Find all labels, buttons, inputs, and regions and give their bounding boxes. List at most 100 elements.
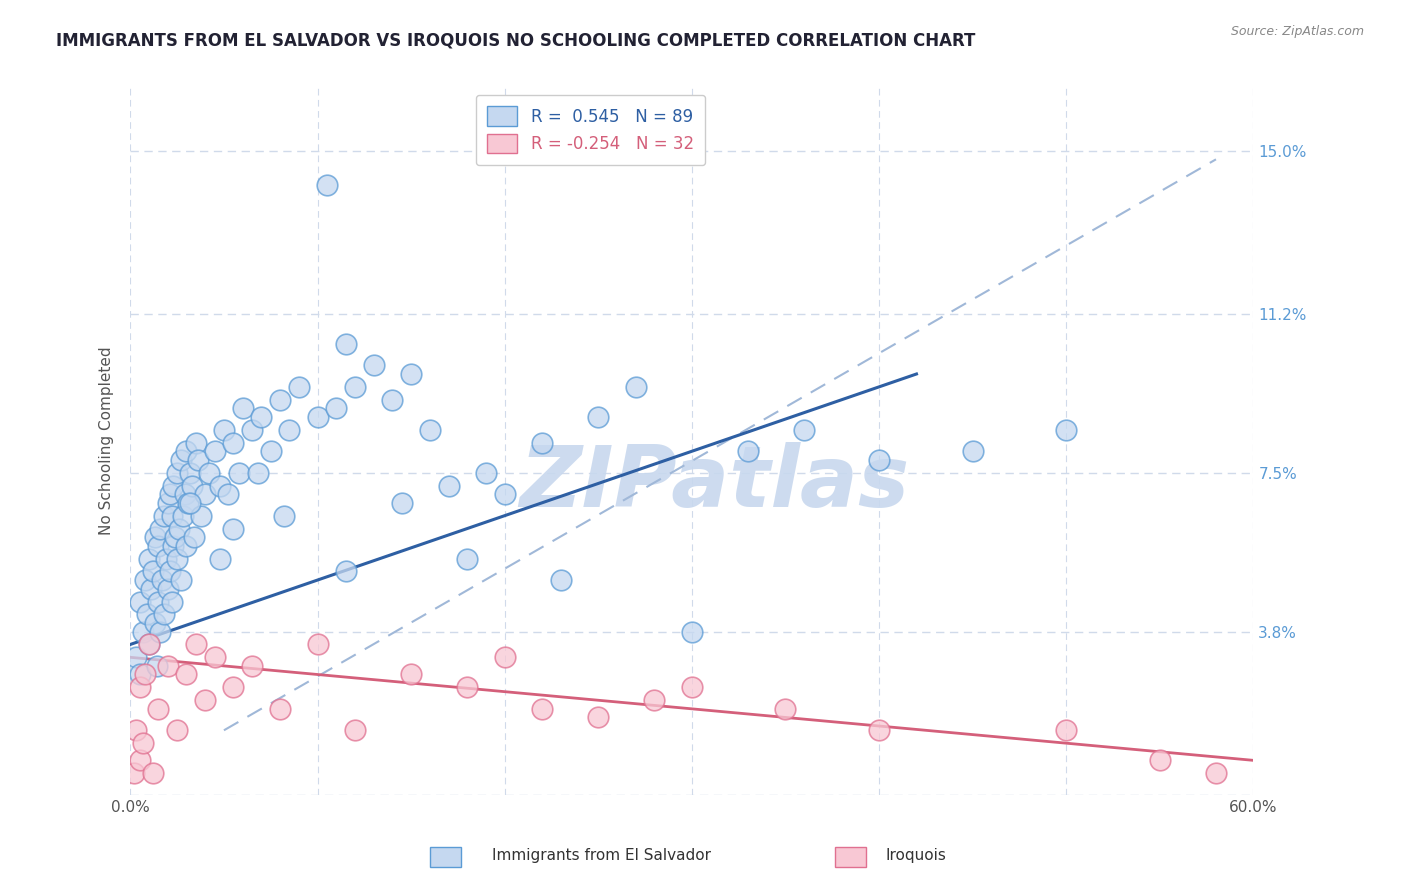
Point bbox=[134, 667, 156, 681]
Point bbox=[269, 392, 291, 407]
Point bbox=[136, 607, 159, 622]
Point bbox=[122, 766, 145, 780]
Point bbox=[153, 607, 176, 622]
Point bbox=[145, 659, 167, 673]
Point bbox=[531, 435, 554, 450]
Point bbox=[156, 659, 179, 673]
Point bbox=[204, 650, 226, 665]
Point bbox=[343, 380, 366, 394]
Point bbox=[149, 624, 172, 639]
Point bbox=[232, 401, 254, 416]
Point bbox=[125, 650, 148, 665]
Point bbox=[737, 444, 759, 458]
Point bbox=[156, 496, 179, 510]
Point bbox=[343, 723, 366, 738]
Point bbox=[143, 615, 166, 630]
Point bbox=[172, 508, 194, 523]
Point bbox=[643, 693, 665, 707]
Point bbox=[209, 551, 232, 566]
Point bbox=[139, 582, 162, 596]
Point bbox=[128, 594, 150, 608]
Point bbox=[166, 723, 188, 738]
Point bbox=[134, 573, 156, 587]
Point bbox=[165, 530, 187, 544]
Point bbox=[159, 565, 181, 579]
Point bbox=[315, 178, 337, 193]
Point bbox=[240, 423, 263, 437]
Text: IMMIGRANTS FROM EL SALVADOR VS IROQUOIS NO SCHOOLING COMPLETED CORRELATION CHART: IMMIGRANTS FROM EL SALVADOR VS IROQUOIS … bbox=[56, 31, 976, 49]
Point bbox=[494, 650, 516, 665]
Point bbox=[588, 409, 610, 424]
Point bbox=[138, 551, 160, 566]
Text: Iroquois: Iroquois bbox=[886, 848, 946, 863]
Point bbox=[138, 637, 160, 651]
Y-axis label: No Schooling Completed: No Schooling Completed bbox=[100, 346, 114, 535]
Point bbox=[681, 681, 703, 695]
Point bbox=[246, 466, 269, 480]
Point bbox=[419, 423, 441, 437]
Point bbox=[456, 551, 478, 566]
Point bbox=[399, 367, 422, 381]
Point bbox=[212, 423, 235, 437]
Text: ZIPatlas: ZIPatlas bbox=[519, 442, 910, 524]
Point bbox=[166, 551, 188, 566]
Point bbox=[128, 681, 150, 695]
Point bbox=[170, 453, 193, 467]
Point bbox=[160, 594, 183, 608]
Point bbox=[149, 522, 172, 536]
Point bbox=[681, 624, 703, 639]
Point bbox=[307, 637, 329, 651]
Point bbox=[456, 681, 478, 695]
Point bbox=[222, 522, 245, 536]
Point bbox=[167, 522, 190, 536]
Point bbox=[184, 435, 207, 450]
Point bbox=[142, 766, 165, 780]
Point bbox=[278, 423, 301, 437]
Point bbox=[240, 659, 263, 673]
Point bbox=[1149, 753, 1171, 767]
Point bbox=[868, 453, 890, 467]
Point bbox=[335, 565, 357, 579]
Point bbox=[159, 487, 181, 501]
Legend: R =  0.545   N = 89, R = -0.254   N = 32: R = 0.545 N = 89, R = -0.254 N = 32 bbox=[475, 95, 706, 165]
Point bbox=[531, 702, 554, 716]
Point bbox=[143, 530, 166, 544]
Point bbox=[162, 539, 184, 553]
Point bbox=[325, 401, 347, 416]
Point bbox=[198, 466, 221, 480]
Point bbox=[363, 359, 385, 373]
Point bbox=[381, 392, 404, 407]
Point bbox=[125, 723, 148, 738]
Text: Immigrants from El Salvador: Immigrants from El Salvador bbox=[492, 848, 711, 863]
Point bbox=[437, 478, 460, 492]
Point bbox=[160, 508, 183, 523]
Point bbox=[128, 753, 150, 767]
Point bbox=[156, 582, 179, 596]
Point bbox=[184, 637, 207, 651]
Point bbox=[1054, 723, 1077, 738]
Point bbox=[269, 702, 291, 716]
Point bbox=[148, 702, 170, 716]
Point bbox=[150, 573, 173, 587]
Point bbox=[173, 487, 195, 501]
Point bbox=[273, 508, 295, 523]
Point bbox=[148, 594, 170, 608]
Point bbox=[176, 539, 198, 553]
Point bbox=[868, 723, 890, 738]
Point bbox=[775, 702, 797, 716]
Point bbox=[176, 444, 198, 458]
Point bbox=[181, 478, 204, 492]
Point bbox=[391, 496, 413, 510]
Point bbox=[176, 667, 198, 681]
Point bbox=[550, 573, 572, 587]
Point bbox=[588, 710, 610, 724]
Point bbox=[183, 530, 205, 544]
Point bbox=[132, 624, 155, 639]
Point bbox=[209, 478, 232, 492]
Point bbox=[142, 565, 165, 579]
Point bbox=[222, 435, 245, 450]
Point bbox=[962, 444, 984, 458]
Point bbox=[1054, 423, 1077, 437]
Point bbox=[793, 423, 815, 437]
Point bbox=[155, 551, 177, 566]
